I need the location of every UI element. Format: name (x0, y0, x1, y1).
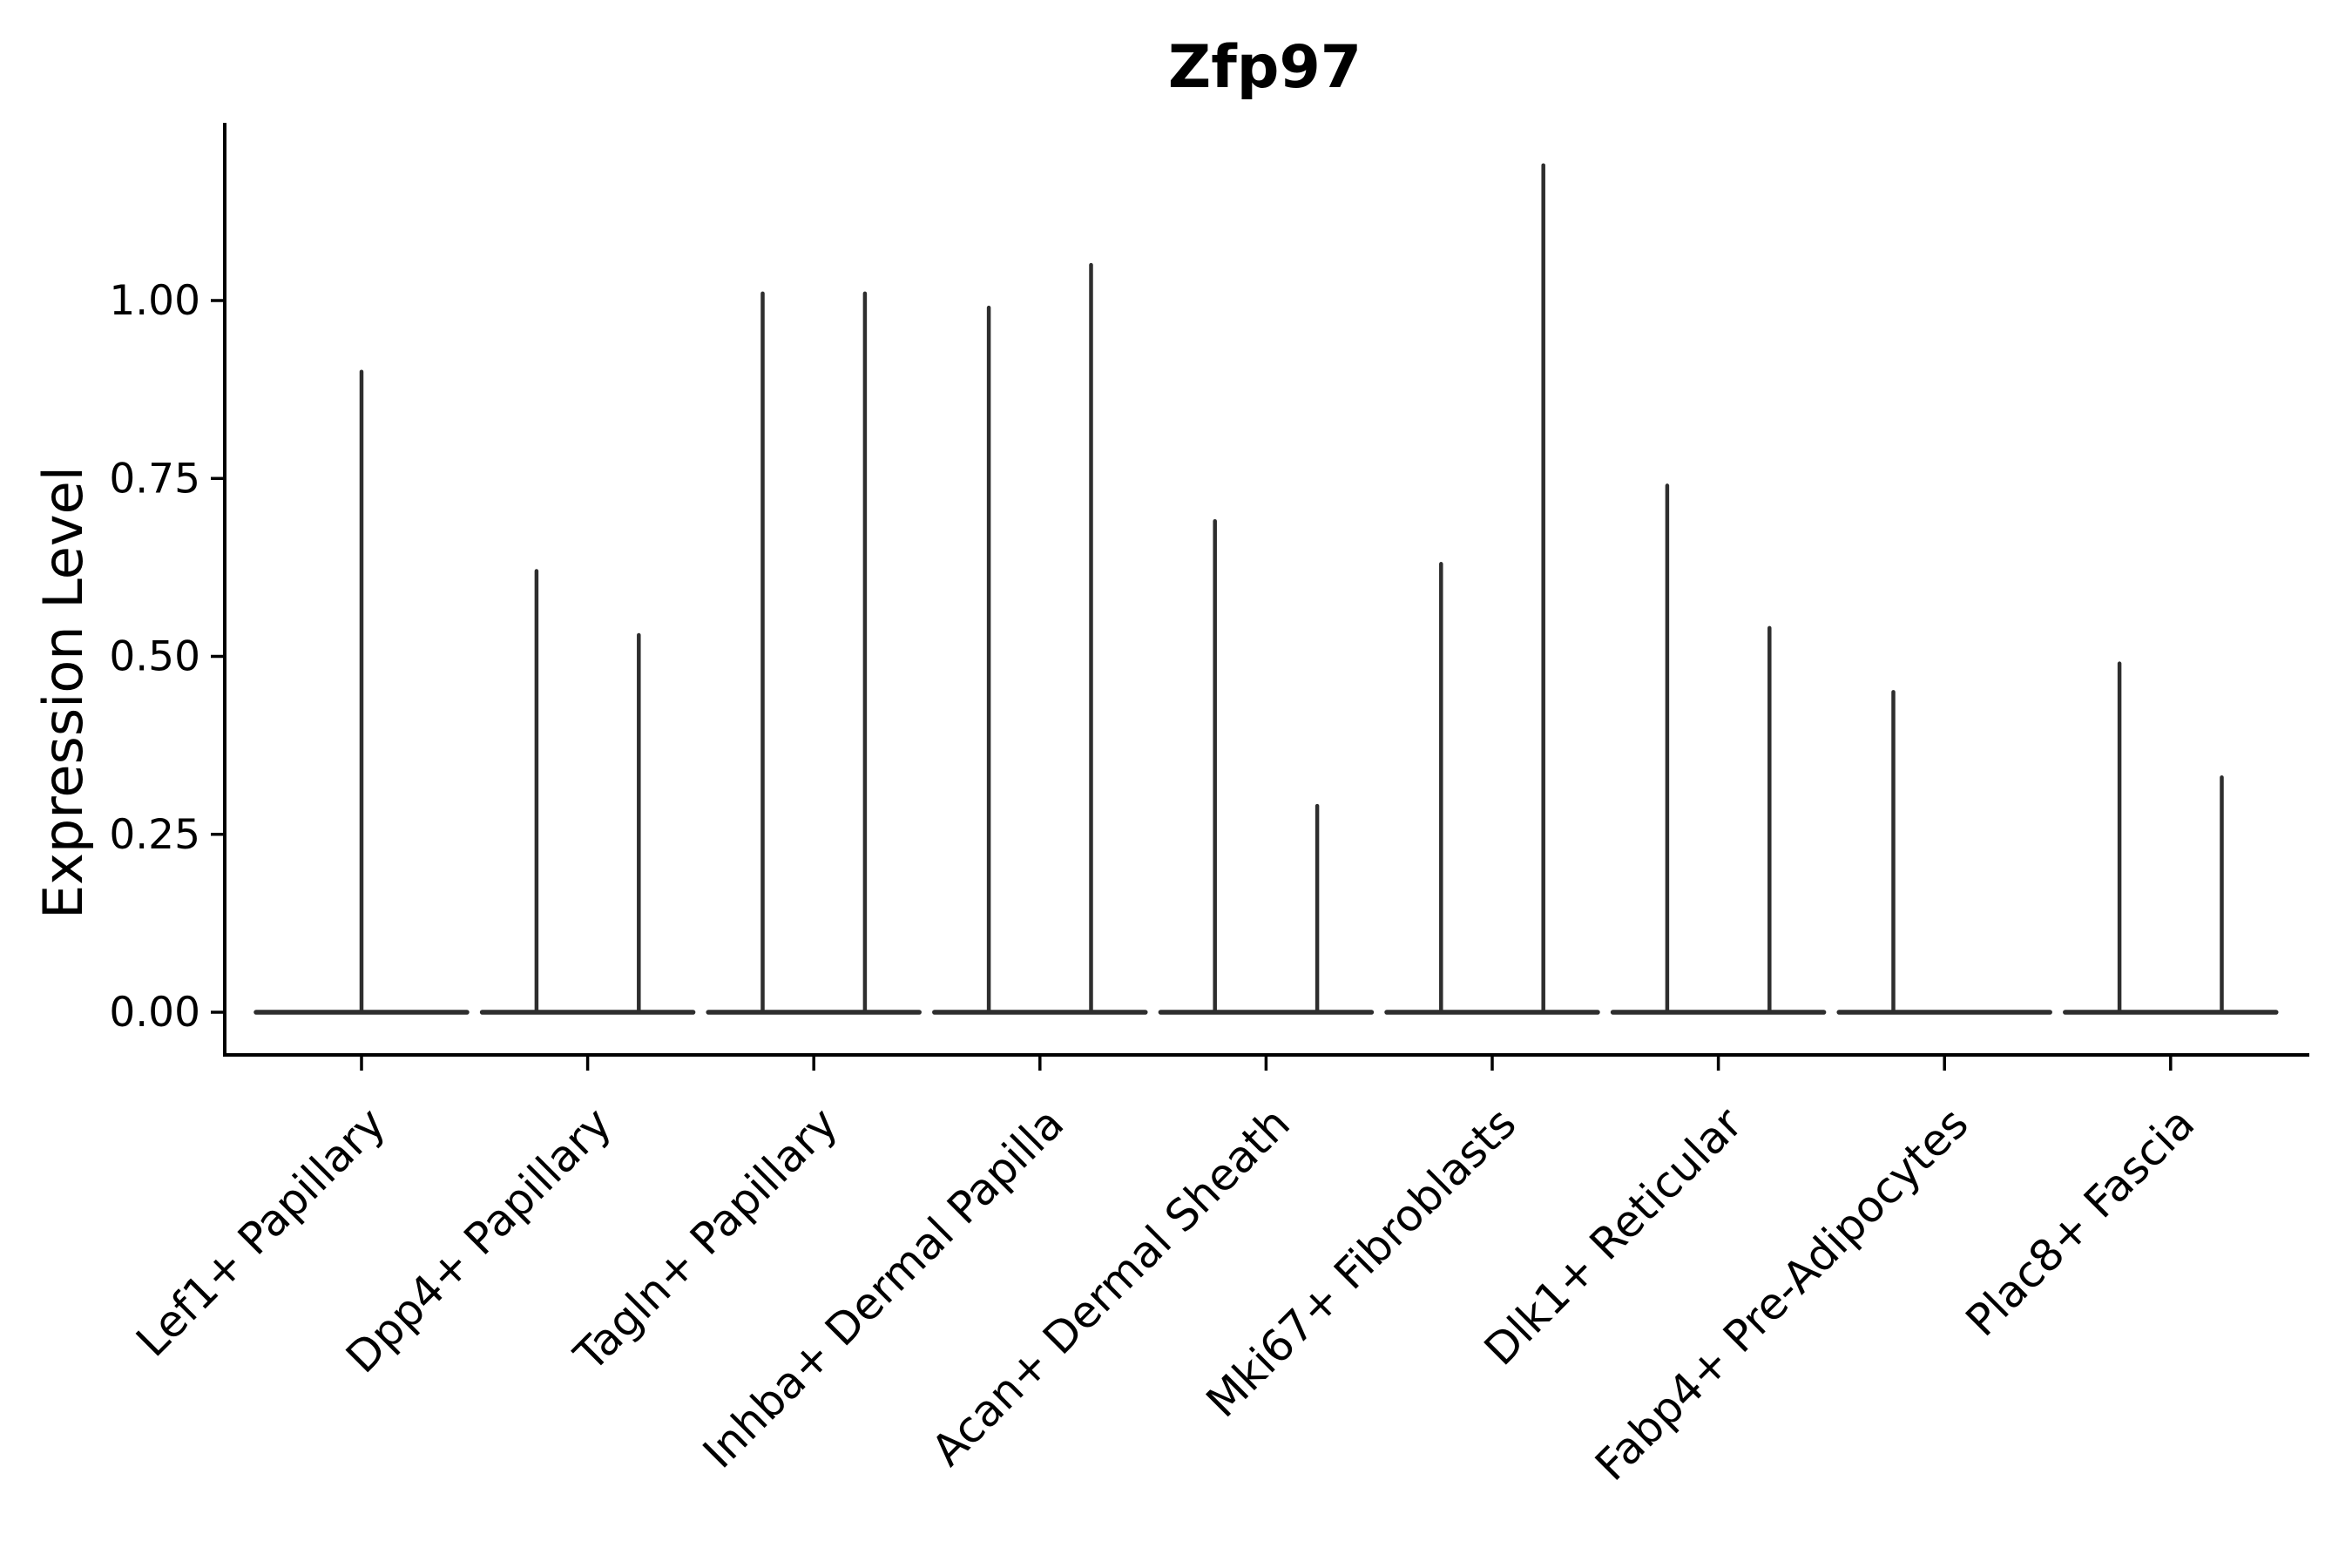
plot-title: Zfp97 (1168, 33, 1362, 102)
y-tick-label: 0.75 (109, 455, 200, 503)
x-category-label: Lef1+ Papillary (126, 1098, 395, 1366)
violin-layer (253, 163, 2279, 1015)
y-axis-label: Expression Level (31, 466, 95, 919)
x-category-label: Inhba+ Dermal Papilla (693, 1098, 1073, 1477)
x-category-label: Plac8+ Fascia (1957, 1098, 2205, 1346)
y-tick-label: 0.00 (109, 989, 200, 1037)
axes-layer (211, 123, 2309, 1071)
x-category-label: Fabp4+ Pre-Adipocytes (1585, 1098, 1978, 1490)
y-tick-label: 1.00 (109, 277, 200, 325)
x-category-label: Acan+ Dermal Sheath (922, 1098, 1300, 1476)
y-tick-label: 0.50 (109, 633, 200, 681)
y-tick-label: 0.25 (109, 811, 200, 859)
